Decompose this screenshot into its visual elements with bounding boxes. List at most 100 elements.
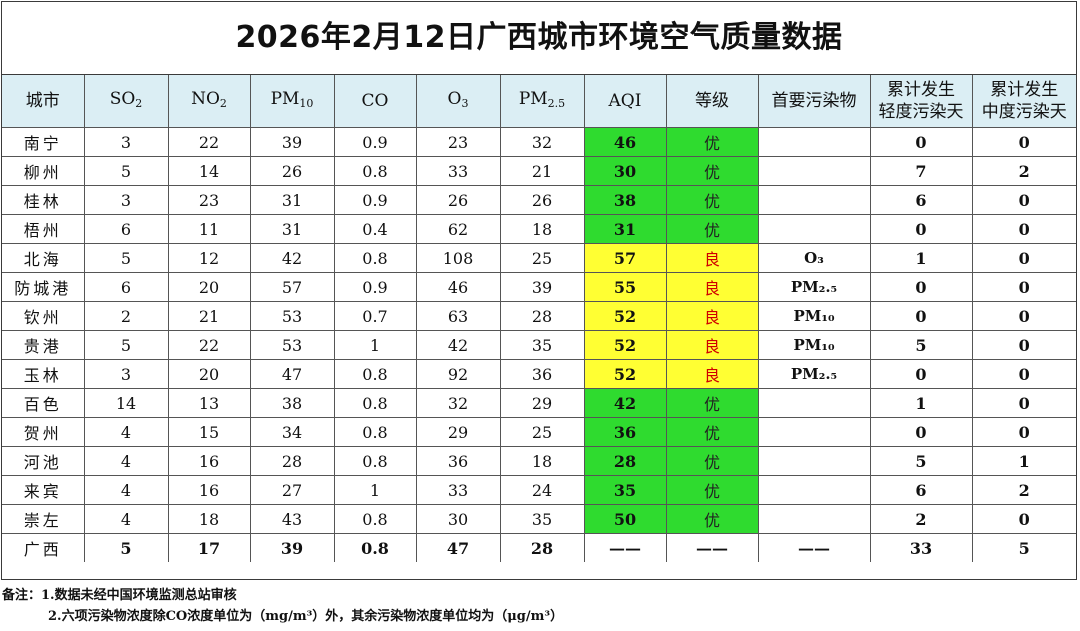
cell-level: 良 — [665, 272, 759, 302]
table-row: 防城港 6 20 57 0.9 46 39 55 良 PM₂.₅ 0 0 — [2, 272, 1076, 302]
cell-pm10: 47 — [249, 359, 335, 389]
cell-aqi: 57 — [583, 243, 667, 273]
table-header-row: 城市 SO2 NO2 PM10 CO O3 PM2.5 AQI 等级 首要污染物… — [2, 75, 1076, 128]
cell-city: 玉林 — [2, 359, 85, 389]
cell-pm10: 57 — [249, 272, 335, 302]
table-row: 玉林 3 20 47 0.8 92 36 52 良 PM₂.₅ 0 0 — [2, 359, 1076, 389]
cell-level: 优 — [665, 417, 759, 447]
cell-level: 优 — [665, 446, 759, 476]
cell-city: 防城港 — [2, 272, 85, 302]
cell-no2: 18 — [167, 504, 251, 534]
cell-pm25: 25 — [499, 243, 585, 273]
table-row: 南宁 3 22 39 0.9 23 32 46 优 0 0 — [2, 127, 1076, 157]
cell-o3: 47 — [415, 533, 501, 562]
table-row: 贺州 4 15 34 0.8 29 25 36 优 0 0 — [2, 417, 1076, 447]
cell-pm10: 53 — [249, 330, 335, 360]
cell-pm25: 29 — [499, 388, 585, 418]
cell-pm25: 35 — [499, 504, 585, 534]
header-mild-days: 累计发生 轻度污染天 — [869, 75, 973, 128]
cell-o3: 46 — [415, 272, 501, 302]
cell-so2: 4 — [83, 504, 169, 534]
cell-co: 0.8 — [333, 504, 417, 534]
header-pm10: PM10 — [249, 75, 335, 128]
cell-no2: 22 — [167, 127, 251, 157]
table-row: 桂林 3 23 31 0.9 26 26 38 优 6 0 — [2, 185, 1076, 215]
cell-level: 良 — [665, 359, 759, 389]
cell-o3: 32 — [415, 388, 501, 418]
cell-no2: 11 — [167, 214, 251, 244]
cell-city: 北海 — [2, 243, 85, 273]
cell-moderate: 0 — [971, 388, 1076, 418]
cell-level: 优 — [665, 185, 759, 215]
cell-pm25: 28 — [499, 301, 585, 331]
cell-co: 0.8 — [333, 243, 417, 273]
cell-pm25: 21 — [499, 156, 585, 186]
cell-mild: 0 — [869, 417, 973, 447]
cell-city: 来宾 — [2, 475, 85, 505]
cell-city: 梧州 — [2, 214, 85, 244]
table-row: 北海 5 12 42 0.8 108 25 57 良 O₃ 1 0 — [2, 243, 1076, 273]
cell-mild: 0 — [869, 301, 973, 331]
header-city: 城市 — [2, 75, 85, 128]
cell-no2: 20 — [167, 272, 251, 302]
cell-pm25: 24 — [499, 475, 585, 505]
cell-pm25: 39 — [499, 272, 585, 302]
cell-no2: 17 — [167, 533, 251, 562]
cell-mild: 0 — [869, 214, 973, 244]
cell-so2: 6 — [83, 214, 169, 244]
cell-level: 良 — [665, 301, 759, 331]
cell-co: 1 — [333, 330, 417, 360]
cell-moderate: 0 — [971, 185, 1076, 215]
cell-primary — [757, 417, 871, 447]
cell-no2: 12 — [167, 243, 251, 273]
cell-so2: 4 — [83, 446, 169, 476]
cell-pm25: 25 — [499, 417, 585, 447]
cell-mild: 2 — [869, 504, 973, 534]
cell-mild: 6 — [869, 475, 973, 505]
page-title: 2026年2月12日广西城市环境空气质量数据 — [2, 2, 1076, 75]
cell-aqi: 30 — [583, 156, 667, 186]
cell-level: 优 — [665, 388, 759, 418]
cell-no2: 22 — [167, 330, 251, 360]
cell-so2: 2 — [83, 301, 169, 331]
cell-aqi: 31 — [583, 214, 667, 244]
cell-mild: 1 — [869, 388, 973, 418]
cell-mild: 0 — [869, 272, 973, 302]
cell-city: 百色 — [2, 388, 85, 418]
cell-aqi: 50 — [583, 504, 667, 534]
cell-aqi: 42 — [583, 388, 667, 418]
cell-city: 南宁 — [2, 127, 85, 157]
header-co: CO — [333, 75, 417, 128]
cell-pm10: 42 — [249, 243, 335, 273]
cell-pm10: 31 — [249, 185, 335, 215]
cell-level: 优 — [665, 214, 759, 244]
cell-primary — [757, 446, 871, 476]
cell-pm10: 43 — [249, 504, 335, 534]
header-primary-pollutant: 首要污染物 — [757, 75, 871, 128]
cell-mild: 1 — [869, 243, 973, 273]
cell-primary: PM₁₀ — [757, 330, 871, 360]
air-quality-table: 城市 SO2 NO2 PM10 CO O3 PM2.5 AQI 等级 首要污染物… — [2, 75, 1076, 562]
cell-co: 0.9 — [333, 185, 417, 215]
cell-pm10: 28 — [249, 446, 335, 476]
cell-mild: 0 — [869, 359, 973, 389]
cell-pm25: 18 — [499, 214, 585, 244]
cell-o3: 33 — [415, 475, 501, 505]
cell-moderate: 0 — [971, 330, 1076, 360]
header-aqi: AQI — [583, 75, 667, 128]
cell-city: 崇左 — [2, 504, 85, 534]
cell-primary — [757, 475, 871, 505]
header-so2: SO2 — [83, 75, 169, 128]
header-level: 等级 — [665, 75, 759, 128]
cell-aqi: 52 — [583, 359, 667, 389]
cell-moderate: 2 — [971, 475, 1076, 505]
table-row: 河池 4 16 28 0.8 36 18 28 优 5 1 — [2, 446, 1076, 476]
cell-mild: 5 — [869, 446, 973, 476]
cell-so2: 6 — [83, 272, 169, 302]
cell-o3: 63 — [415, 301, 501, 331]
cell-so2: 14 — [83, 388, 169, 418]
cell-co: 0.8 — [333, 388, 417, 418]
cell-aqi: 52 — [583, 301, 667, 331]
cell-co: 0.8 — [333, 533, 417, 562]
cell-so2: 5 — [83, 243, 169, 273]
